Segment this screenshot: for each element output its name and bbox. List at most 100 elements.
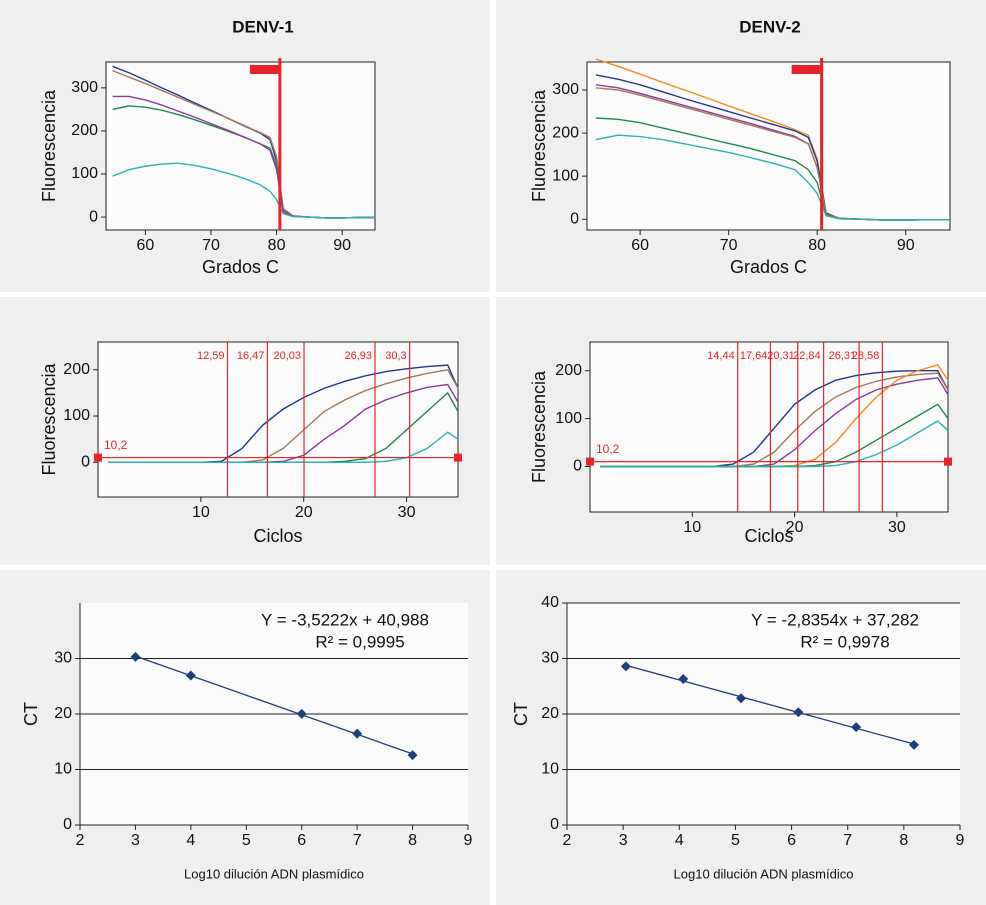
x-axis-label: Grados C — [202, 257, 279, 277]
x-tick-label: 20 — [295, 504, 313, 521]
y-tick-label: 40 — [541, 594, 559, 611]
plot-area — [97, 341, 459, 498]
equation: Y = -2,8354x + 37,282 — [751, 610, 919, 629]
x-tick-label: 3 — [619, 832, 628, 849]
y-tick-label: 0 — [63, 816, 72, 833]
x-tick-label: 7 — [353, 832, 362, 849]
ct-label: 26,93 — [344, 350, 372, 362]
y-tick-label: 0 — [550, 816, 559, 833]
y-tick-label: 0 — [89, 208, 98, 225]
y-tick-label: 300 — [552, 81, 579, 98]
y-tick-label: 200 — [552, 124, 579, 141]
y-tick-label: 10 — [541, 761, 559, 778]
x-axis-label: Ciclos — [744, 526, 793, 546]
trendline — [135, 655, 413, 755]
chart-title: DENV-2 — [739, 17, 800, 36]
r-squared: R² = 0,9978 — [800, 632, 889, 651]
data-point — [736, 693, 747, 704]
x-tick-label: 90 — [897, 237, 915, 254]
y-tick-label: 100 — [552, 167, 579, 184]
y-axis-label: CT — [21, 702, 41, 726]
plot-area — [589, 341, 949, 513]
data-point — [793, 707, 804, 718]
x-axis-label: Log10 dilución ADN plasmídico — [674, 866, 854, 881]
x-axis-label: Grados C — [730, 257, 807, 277]
y-tick-label: 100 — [71, 165, 98, 182]
x-tick-label: 10 — [683, 519, 701, 536]
ct-label: 16,47 — [237, 350, 265, 362]
x-axis-label: Log10 dilución ADN plasmídico — [184, 866, 364, 881]
series-line — [595, 134, 950, 221]
ct-label: 20,03 — [273, 350, 301, 362]
x-tick-label: 5 — [731, 832, 740, 849]
trendline — [625, 664, 915, 745]
y-tick-label: 20 — [541, 705, 559, 722]
x-tick-label: 70 — [202, 237, 220, 254]
equation: Y = -3,5222x + 40,988 — [261, 610, 429, 629]
x-tick-label: 8 — [408, 832, 417, 849]
threshold-label: 10,2 — [596, 442, 620, 456]
y-axis-label: Fluorescencia — [529, 370, 549, 483]
y-tick-label: 200 — [71, 122, 98, 139]
x-tick-label: 30 — [888, 519, 906, 536]
x-tick-label: 8 — [899, 832, 908, 849]
x-tick-label: 7 — [843, 832, 852, 849]
y-tick-label: 0 — [570, 210, 579, 227]
y-tick-label: 0 — [573, 458, 582, 475]
ct-label: 22,84 — [793, 350, 821, 362]
ct-label: 30,3 — [385, 350, 406, 362]
y-tick-label: 30 — [541, 650, 559, 667]
y-axis-label: Fluorescencia — [39, 362, 59, 475]
x-tick-label: 90 — [333, 237, 351, 254]
threshold-label: 10,2 — [104, 438, 128, 452]
threshold-handle — [94, 453, 102, 462]
y-axis-label: CT — [511, 702, 531, 726]
data-point — [851, 722, 862, 733]
ct-label: 26,31 — [829, 350, 857, 362]
data-point — [185, 670, 196, 681]
data-point — [678, 673, 689, 684]
data-point — [620, 661, 631, 672]
x-tick-label: 10 — [192, 504, 210, 521]
y-tick-label: 0 — [81, 454, 90, 471]
y-tick-label: 200 — [63, 361, 90, 378]
threshold-handle — [944, 457, 952, 466]
y-tick-label: 10 — [54, 761, 72, 778]
plot-area — [105, 61, 376, 231]
threshold-handle — [586, 457, 594, 466]
chart-title: DENV-1 — [232, 17, 293, 36]
melt-flag — [249, 65, 280, 74]
series-line — [108, 431, 459, 463]
y-axis-label: Fluorescencia — [39, 89, 59, 202]
x-tick-label: 80 — [268, 237, 286, 254]
x-tick-label: 3 — [131, 832, 140, 849]
data-point — [908, 739, 919, 750]
data-point — [296, 708, 307, 719]
y-tick-label: 100 — [555, 410, 582, 427]
ct-label: 12,59 — [197, 350, 225, 362]
x-tick-label: 60 — [631, 237, 649, 254]
x-tick-label: 6 — [297, 832, 306, 849]
y-tick-label: 30 — [54, 650, 72, 667]
x-tick-label: 20 — [786, 519, 804, 536]
x-tick-label: 9 — [464, 832, 473, 849]
series-line — [112, 162, 375, 219]
x-tick-label: 70 — [720, 237, 738, 254]
x-axis-label: Ciclos — [253, 526, 302, 546]
x-tick-label: 9 — [956, 832, 965, 849]
ct-label: 20,31 — [767, 350, 795, 362]
plot-area — [586, 61, 951, 231]
y-tick-label: 200 — [555, 362, 582, 379]
x-tick-label: 5 — [242, 832, 251, 849]
x-tick-label: 80 — [808, 237, 826, 254]
x-tick-label: 6 — [787, 832, 796, 849]
series-line — [600, 420, 949, 468]
y-axis-label: Fluorescencia — [529, 89, 549, 202]
ct-label: 28,58 — [852, 350, 880, 362]
threshold-handle — [454, 453, 462, 462]
x-tick-label: 2 — [76, 832, 85, 849]
y-tick-label: 300 — [71, 79, 98, 96]
data-point — [352, 728, 363, 739]
r-squared: R² = 0,9995 — [315, 632, 404, 651]
